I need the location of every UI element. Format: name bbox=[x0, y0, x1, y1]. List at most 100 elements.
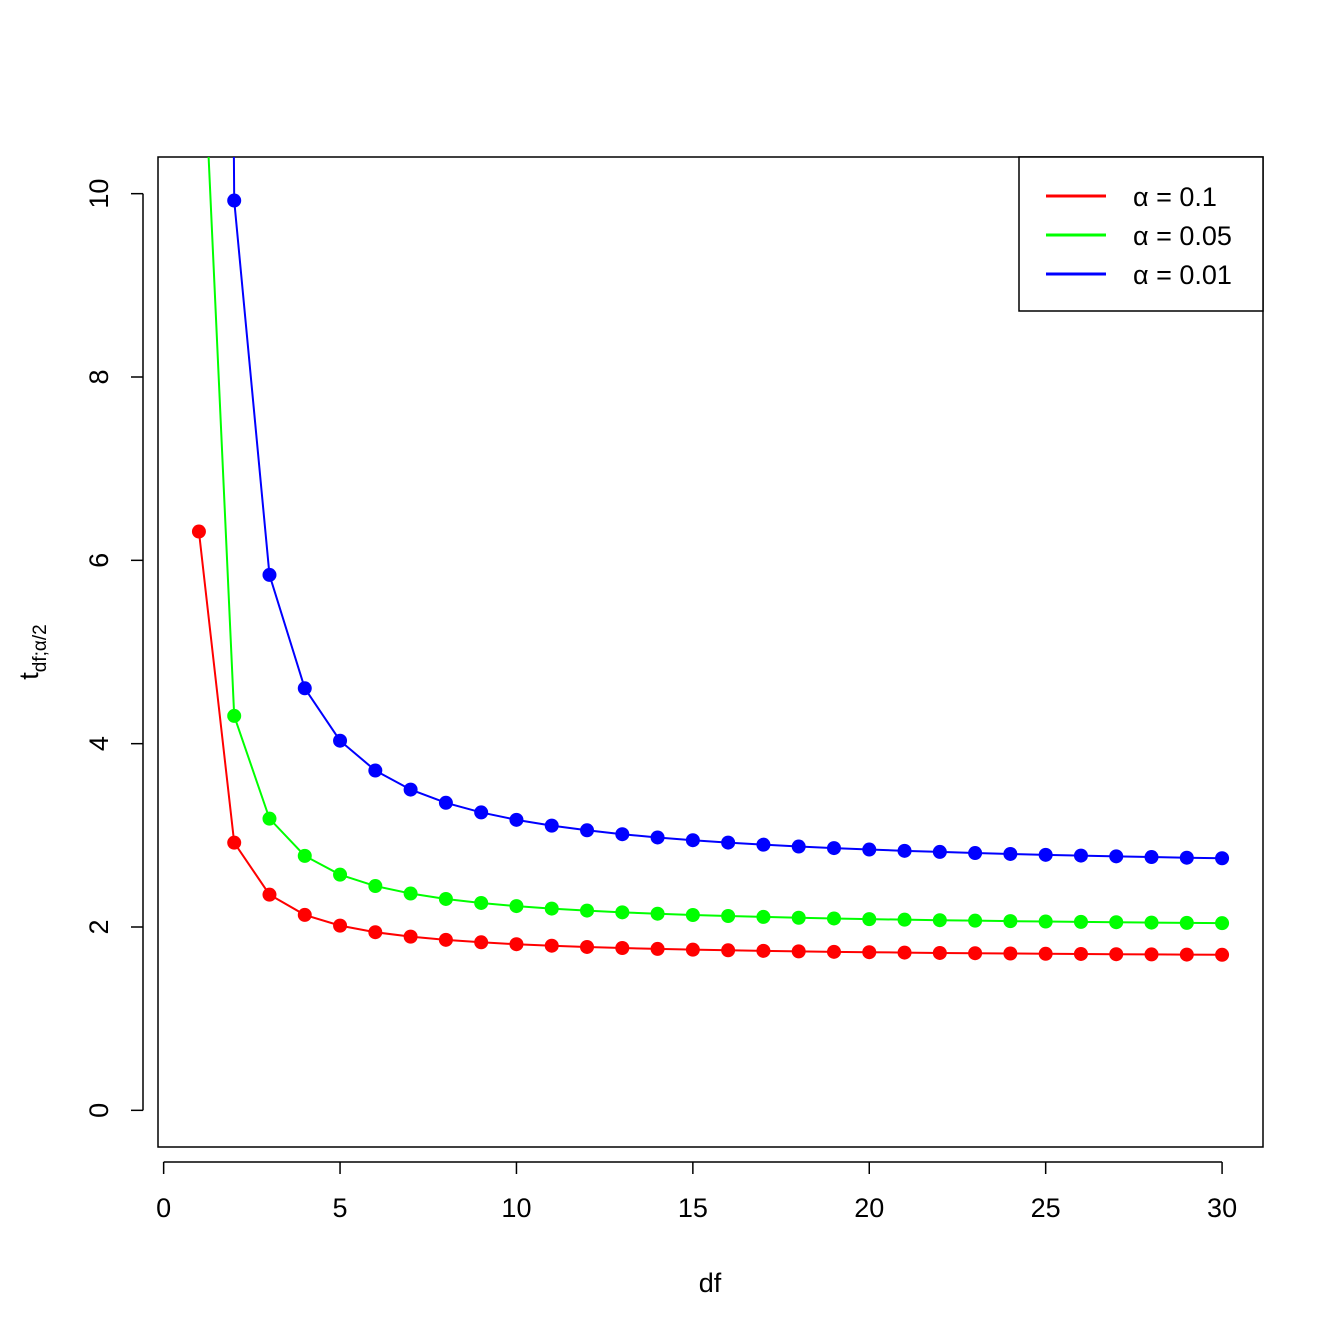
data-point bbox=[968, 946, 983, 961]
data-point bbox=[297, 681, 312, 696]
y-tick-label: 8 bbox=[84, 369, 114, 384]
data-point bbox=[1003, 914, 1018, 929]
data-point bbox=[403, 782, 418, 797]
data-point bbox=[826, 944, 841, 959]
x-tick-label: 20 bbox=[854, 1193, 884, 1223]
data-point bbox=[1215, 947, 1230, 962]
x-tick-label: 25 bbox=[1031, 1193, 1061, 1223]
data-point bbox=[438, 891, 453, 906]
data-point bbox=[826, 841, 841, 856]
data-point bbox=[756, 837, 771, 852]
data-point bbox=[1215, 916, 1230, 931]
data-point bbox=[826, 911, 841, 926]
x-tick-label: 15 bbox=[678, 1193, 708, 1223]
data-point bbox=[1038, 946, 1053, 961]
data-point bbox=[932, 913, 947, 928]
x-tick-label: 30 bbox=[1207, 1193, 1237, 1223]
data-point bbox=[756, 909, 771, 924]
data-point bbox=[1215, 851, 1230, 866]
data-point bbox=[438, 932, 453, 947]
legend-label: α = 0.01 bbox=[1133, 260, 1232, 290]
data-point bbox=[297, 907, 312, 922]
data-point bbox=[580, 903, 595, 918]
data-point bbox=[615, 827, 630, 842]
series-line bbox=[197, 531, 1223, 956]
y-tick-label: 0 bbox=[84, 1103, 114, 1118]
data-point bbox=[932, 945, 947, 960]
data-point bbox=[333, 733, 348, 748]
data-point bbox=[1179, 850, 1194, 865]
data-point bbox=[580, 823, 595, 838]
data-point bbox=[509, 937, 524, 952]
data-point bbox=[685, 942, 700, 957]
series-line bbox=[232, 157, 1223, 860]
data-point bbox=[862, 945, 877, 960]
data-point bbox=[1179, 915, 1194, 930]
data-point bbox=[650, 941, 665, 956]
data-point bbox=[685, 907, 700, 922]
data-point bbox=[544, 818, 559, 833]
data-point bbox=[721, 909, 736, 923]
data-point bbox=[333, 867, 348, 882]
data-point bbox=[227, 708, 242, 723]
y-axis-label: tdf;α/2 bbox=[14, 624, 51, 679]
y-tick-label: 2 bbox=[84, 919, 114, 934]
data-point bbox=[721, 943, 736, 958]
y-tick-label: 10 bbox=[84, 179, 114, 209]
x-tick-label: 5 bbox=[333, 1193, 348, 1223]
data-point bbox=[1109, 947, 1124, 962]
plot-frame bbox=[157, 156, 1264, 1148]
data-point bbox=[1144, 915, 1159, 930]
data-point bbox=[1073, 914, 1088, 929]
data-point bbox=[897, 945, 912, 960]
data-point bbox=[191, 524, 206, 539]
data-point bbox=[897, 912, 912, 927]
data-point bbox=[509, 812, 524, 827]
data-point bbox=[1144, 850, 1159, 865]
data-point bbox=[932, 844, 947, 859]
data-point bbox=[474, 935, 489, 950]
data-point bbox=[580, 939, 595, 954]
data-point bbox=[650, 906, 665, 921]
y-axis-label-sub: df;α/2 bbox=[30, 624, 51, 672]
y-tick-label: 4 bbox=[84, 736, 114, 751]
series-line bbox=[207, 157, 1223, 925]
data-point bbox=[474, 805, 489, 820]
data-point bbox=[615, 905, 630, 920]
x-tick-label: 0 bbox=[156, 1193, 171, 1223]
legend-label: α = 0.1 bbox=[1133, 182, 1217, 212]
data-point bbox=[1109, 849, 1124, 864]
data-point bbox=[368, 763, 383, 778]
data-point bbox=[227, 193, 242, 208]
data-point bbox=[756, 943, 771, 958]
data-point bbox=[262, 567, 277, 582]
data-point bbox=[791, 839, 806, 854]
data-point bbox=[862, 842, 877, 857]
data-point bbox=[650, 830, 665, 845]
data-point bbox=[897, 843, 912, 858]
data-point bbox=[474, 895, 489, 910]
data-point bbox=[685, 833, 700, 848]
data-point bbox=[368, 879, 383, 894]
data-point bbox=[403, 886, 418, 901]
data-point bbox=[1109, 915, 1124, 930]
x-axis-label: df bbox=[699, 1268, 722, 1298]
data-point bbox=[968, 913, 983, 928]
data-point bbox=[791, 910, 806, 925]
data-point bbox=[1003, 846, 1018, 861]
legend-label: α = 0.05 bbox=[1133, 221, 1232, 251]
data-point bbox=[544, 901, 559, 916]
y-axis-label-main: t bbox=[14, 672, 44, 680]
data-point bbox=[615, 940, 630, 955]
data-point bbox=[1073, 946, 1088, 961]
data-point bbox=[791, 944, 806, 959]
data-point bbox=[1003, 946, 1018, 961]
plot-area bbox=[191, 157, 1230, 962]
data-point bbox=[368, 925, 383, 940]
data-point bbox=[544, 938, 559, 953]
data-point bbox=[333, 918, 348, 933]
data-point bbox=[297, 848, 312, 863]
data-point bbox=[438, 795, 453, 810]
data-point bbox=[262, 811, 277, 826]
